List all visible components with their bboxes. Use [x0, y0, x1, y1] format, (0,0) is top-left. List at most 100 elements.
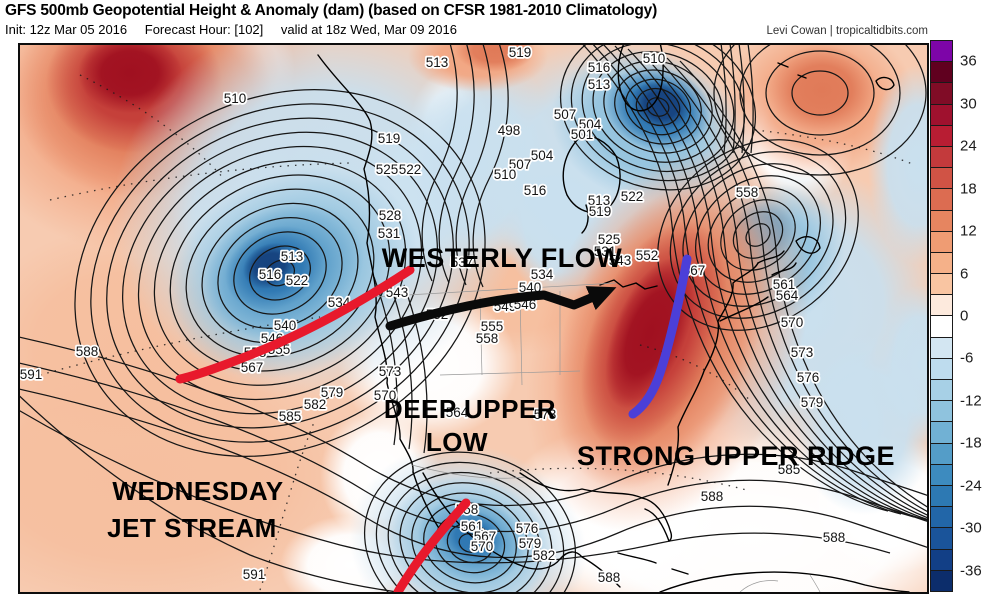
contour-ring-nw-atlantic-high	[713, 45, 927, 176]
contour-label: 543	[609, 253, 632, 268]
contour-label: 507	[554, 107, 577, 122]
contour-label: 588	[598, 570, 621, 585]
contour-ring-arctic-low	[570, 45, 746, 182]
colorbar-cell	[931, 464, 952, 486]
contour-ring-arctic-low	[646, 97, 670, 117]
contour-ring-pacific-low	[185, 188, 375, 358]
colorbar-cell	[931, 295, 952, 317]
contour-ring-atlantic-low	[732, 211, 784, 259]
contour-label: 558	[476, 331, 499, 346]
annotation-text: WEDNESDAY	[112, 476, 283, 506]
contour-label: 567	[474, 529, 497, 544]
run-info: Init: 12z Mar 05 2016 Forecast Hour: [10…	[5, 22, 471, 37]
contour-label: 519	[509, 45, 532, 60]
contour-label: 582	[304, 397, 327, 412]
contour-ring-atlantic-low	[657, 139, 859, 331]
contour-label: 570	[471, 539, 494, 554]
contour-label: 525	[376, 162, 399, 177]
colorbar-cell	[931, 168, 952, 190]
contour-label: 582	[533, 548, 556, 563]
contour-label: 576	[516, 521, 539, 536]
contour-label: 510	[224, 91, 247, 106]
credit-text: Levi Cowan | tropicaltidbits.com	[766, 25, 929, 37]
contour-label: 567	[241, 360, 264, 375]
contour-labels: 5105135195165135105075045014985045075105…	[20, 45, 847, 587]
colorbar-cell	[931, 189, 952, 211]
contour-label: 585	[279, 409, 302, 424]
colorbar-tick: -24	[960, 477, 982, 495]
colorbar-cell	[931, 380, 952, 402]
colorbar-cell	[931, 41, 952, 63]
contour-label: 588	[823, 530, 846, 545]
contour-label: 537	[451, 255, 474, 270]
colorbar-tick: 24	[960, 137, 977, 155]
colorbar-cell	[931, 422, 952, 444]
anomaly-colorbar	[930, 40, 953, 592]
contour-label: 558	[736, 185, 759, 200]
colorbar-cell	[931, 62, 952, 84]
contour-ring-pacific-low	[74, 89, 486, 457]
page-title: GFS 500mb Geopotential Height & Anomaly …	[5, 2, 658, 19]
height-contour-arcs	[20, 45, 927, 592]
contour-label: 534	[531, 267, 554, 282]
contour-label: 507	[509, 157, 532, 172]
contour-label: 516	[524, 183, 547, 198]
colorbar-tick: -12	[960, 392, 982, 410]
contour-label: 585	[778, 462, 801, 477]
contour-label: 531	[594, 244, 617, 259]
contour-label: 504	[531, 148, 554, 163]
pacific-jet-stream-line	[175, 265, 415, 384]
colorbar-tick: 18	[960, 180, 977, 198]
contour-label: 573	[534, 407, 557, 422]
colorbar-cell	[931, 528, 952, 550]
contour-label: 588	[76, 344, 99, 359]
contour-label: 522	[399, 162, 422, 177]
contour-ring-pacific-low	[90, 103, 470, 443]
contour-label: 576	[797, 370, 820, 385]
colorbar-cell	[931, 401, 952, 423]
colorbar-tick: 30	[960, 95, 977, 113]
contour-label: 579	[519, 536, 542, 551]
contour-ring-pacific-low	[121, 131, 439, 415]
contour-label: 519	[589, 204, 612, 219]
colorbar-tick: 0	[960, 307, 969, 325]
contour-label: 555	[481, 319, 504, 334]
height-contours	[74, 45, 927, 592]
graticule-lines	[39, 74, 916, 591]
colorbar-tick: 6	[960, 265, 969, 283]
colorbar-cell	[931, 210, 952, 232]
contour-ring-pacific-low	[264, 259, 296, 287]
colorbar-tick: 12	[960, 222, 977, 240]
init-time: Init: 12z Mar 05 2016	[5, 22, 128, 37]
contour-ring-mexico-low	[375, 461, 565, 592]
contour-label: 591	[20, 367, 42, 382]
colorbar-tick: -18	[960, 434, 982, 452]
colorbar-cell	[931, 443, 952, 465]
contour-label: 579	[801, 395, 824, 410]
contour-label: 510	[494, 167, 517, 182]
contour-label: 513	[588, 77, 611, 92]
contour-ring-arctic-low	[614, 69, 702, 145]
contour-label: 522	[286, 273, 309, 288]
westerly-flow-arrow	[385, 286, 617, 331]
contour-label: 525	[598, 232, 621, 247]
weather-map: 510 513 519 516 513 510 507 504 501 498 504 507 510 5…	[18, 43, 929, 594]
colorbar-cell	[931, 146, 952, 169]
colorbar-tick: 36	[960, 52, 977, 70]
colorbar-cell	[931, 83, 952, 105]
contour-label: 516	[259, 267, 282, 282]
contour-label: 504	[579, 117, 602, 132]
forecast-hour: Forecast Hour: [102]	[144, 22, 264, 37]
contour-label: 570	[374, 388, 397, 403]
contour-ring-pacific-low	[217, 217, 343, 329]
colorbar-cell	[931, 252, 952, 275]
contour-ring-mexico-low	[363, 451, 577, 592]
annotation-text: STRONG UPPER RIDGE	[577, 441, 895, 471]
colorbar-cell	[931, 507, 952, 529]
colorbar-cell	[931, 570, 952, 591]
contour-ring-mexico-low	[399, 482, 541, 592]
contour-ring-pacific-low	[106, 117, 454, 429]
contour-ring-atlantic-low	[745, 223, 771, 247]
contour-label: 573	[791, 345, 814, 360]
